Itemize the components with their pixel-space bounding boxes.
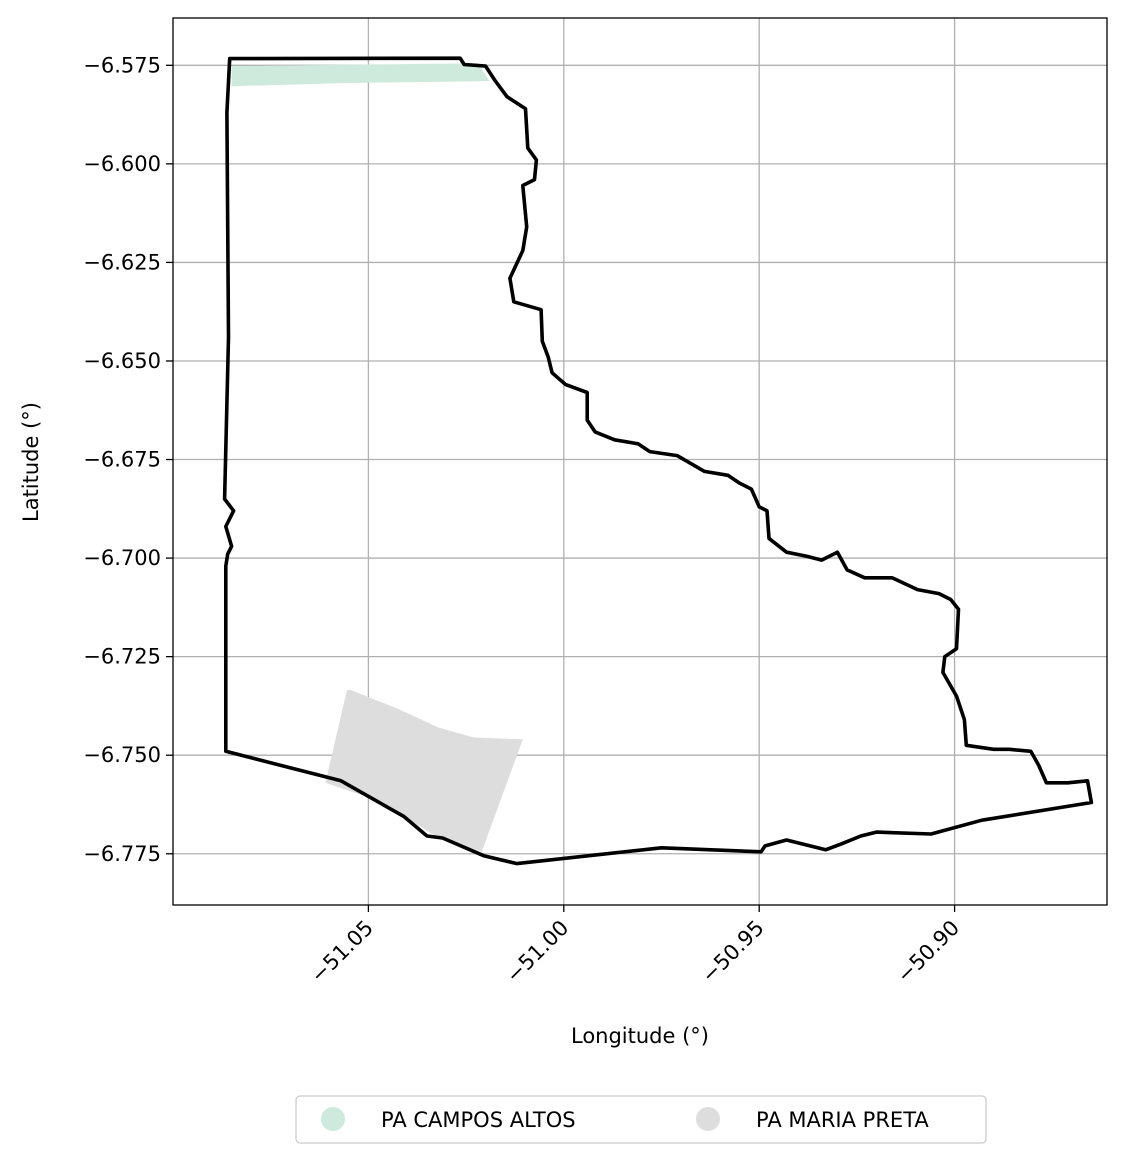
y-tick-label-2: −6.625 [83, 250, 161, 274]
legend-frame [295, 1095, 987, 1144]
boundary-line [222, 56, 1094, 866]
parcel-fills [231, 63, 523, 852]
y-tick-label-6: −6.725 [83, 645, 161, 669]
legend-label-maria-preta: PA MARIA PRETA [756, 1108, 929, 1132]
legend-label-campos-altos: PA CAMPOS ALTOS [381, 1108, 576, 1132]
y-tick-label-5: −6.700 [83, 546, 161, 570]
x-tick-label-0: −51.05 [306, 916, 378, 988]
axes-frame [172, 17, 1108, 906]
y-axis-label: Latitude (°) [19, 402, 43, 522]
legend-marker-maria-preta [696, 1107, 720, 1131]
x-axis-label: Longitude (°) [571, 1024, 709, 1048]
y-tick-label-3: −6.650 [83, 349, 161, 373]
parcel-pa-maria-preta [325, 690, 523, 852]
parcel-pa-campos-altos [231, 63, 490, 87]
y-tick-label-7: −6.750 [83, 743, 161, 767]
municipality-boundary [222, 56, 1094, 866]
x-tick-label-2: −50.95 [697, 916, 769, 988]
x-axis-ticks: −51.05 −51.00 −50.95 −50.90 [306, 905, 964, 987]
y-tick-label-1: −6.600 [83, 152, 161, 176]
y-tick-label-0: −6.575 [83, 53, 161, 77]
y-tick-label-8: −6.775 [83, 842, 161, 866]
y-tick-label-4: −6.675 [83, 448, 161, 472]
y-axis-ticks: −6.575 −6.600 −6.625 −6.650 −6.675 −6.700 −6.7… [83, 53, 173, 866]
x-tick-label-3: −50.90 [892, 916, 964, 988]
legend-marker-campos-altos [321, 1107, 345, 1131]
legend: PA CAMPOS ALTOS PA MARIA PRETA [295, 1095, 987, 1144]
x-tick-label-1: −51.00 [501, 916, 573, 988]
gridlines [173, 18, 1107, 905]
